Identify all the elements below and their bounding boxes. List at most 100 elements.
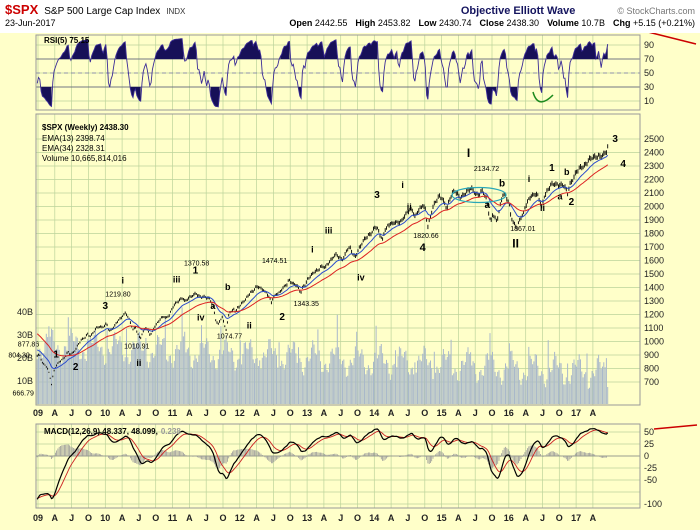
price-bars (36, 144, 609, 386)
svg-text:O: O (152, 513, 159, 523)
rsi-panel (35, 34, 641, 111)
wave-label: 2 (279, 312, 285, 323)
svg-text:J: J (473, 408, 478, 418)
svg-text:A: A (186, 408, 193, 418)
macd-signal-line (37, 429, 608, 499)
price-level-label: 666.79 (13, 391, 35, 398)
svg-text:J: J (204, 408, 209, 418)
wave-label: iii (173, 274, 181, 284)
svg-text:50: 50 (644, 68, 654, 78)
wave-label: 2 (569, 197, 575, 208)
svg-text:800: 800 (644, 364, 659, 374)
svg-text:20B: 20B (17, 353, 33, 363)
ema34-line (36, 164, 609, 357)
svg-text:A: A (522, 513, 529, 523)
svg-text:O: O (354, 408, 361, 418)
quote-line: Open 2442.55 High 2453.82 Low 2430.74 Close… (289, 18, 695, 28)
svg-text:A: A (455, 513, 462, 523)
svg-text:10: 10 (100, 513, 110, 523)
curve-annotation (532, 91, 554, 103)
svg-text:13: 13 (302, 513, 312, 523)
svg-text:O: O (152, 408, 159, 418)
svg-text:2500: 2500 (644, 134, 664, 144)
svg-text:A: A (321, 513, 328, 523)
svg-text:1900: 1900 (644, 215, 664, 225)
macd-panel (35, 423, 641, 509)
wave-label: ii (540, 203, 545, 213)
header-row-1: $SPX S&P 500 Large Cap Index INDX Object… (5, 2, 695, 17)
wave-label: 1 (53, 350, 59, 361)
macd-legend: MACD(12,26,9) 48.337, 48.099, 0.238 (44, 427, 181, 436)
svg-text:J: J (405, 513, 410, 523)
price-level-label: 1370.58 (184, 261, 209, 268)
svg-text:10B: 10B (17, 376, 33, 386)
svg-text:O: O (219, 408, 226, 418)
svg-text:A: A (119, 513, 126, 523)
svg-text:2400: 2400 (644, 147, 664, 157)
svg-text:O: O (85, 513, 92, 523)
wave-label: iv (197, 313, 205, 323)
price-level-label: 1867.01 (510, 226, 535, 233)
copyright: © StockCharts.com (617, 6, 695, 16)
svg-text:O: O (421, 513, 428, 523)
svg-text:17: 17 (571, 513, 581, 523)
svg-text:17: 17 (571, 408, 581, 418)
svg-text:70: 70 (644, 54, 654, 64)
svg-text:15: 15 (437, 408, 447, 418)
svg-text:2300: 2300 (644, 161, 664, 171)
price-panel (35, 113, 641, 406)
macd-legend-hist: 0.238 (161, 427, 182, 436)
svg-text:A: A (186, 513, 193, 523)
svg-text:12: 12 (235, 408, 245, 418)
svg-text:12: 12 (235, 513, 245, 523)
svg-text:O: O (421, 408, 428, 418)
svg-text:A: A (590, 408, 597, 418)
macd-histogram (36, 444, 609, 469)
wave-label: 4 (420, 242, 427, 254)
svg-text:A: A (119, 408, 126, 418)
wave-label: b (564, 167, 570, 177)
svg-text:90: 90 (644, 40, 654, 50)
ticker-symbol: $SPX (5, 2, 39, 17)
wave-label: 2 (73, 362, 79, 373)
chart-background (0, 33, 700, 530)
svg-text:A: A (388, 513, 395, 523)
svg-text:09: 09 (33, 513, 43, 523)
svg-text:50: 50 (644, 427, 654, 437)
volume-legend: Volume 10,665,814,016 (42, 154, 127, 163)
wave-label: I (467, 146, 470, 160)
wave-label: b (499, 179, 505, 190)
chart-date: 23-Jun-2017 (5, 18, 56, 28)
svg-text:30B: 30B (17, 330, 33, 340)
wave-label: 3 (612, 134, 618, 145)
svg-text:A: A (52, 408, 59, 418)
svg-text:J: J (69, 408, 74, 418)
wave-label: i (311, 244, 314, 254)
price-level-label: 1474.51 (262, 258, 287, 265)
svg-text:40B: 40B (17, 307, 33, 317)
ema34-legend: EMA(34) 2328.31 (42, 144, 105, 153)
price-legend-title: $SPX (Weekly) 2438.30 (42, 123, 129, 132)
svg-text:13: 13 (302, 408, 312, 418)
svg-text:O: O (488, 513, 495, 523)
svg-text:1000: 1000 (644, 337, 664, 347)
wave-label: 1 (549, 163, 555, 174)
wave-label: II (512, 237, 519, 251)
wave-label: 4 (620, 159, 626, 170)
svg-text:J: J (338, 513, 343, 523)
svg-text:1200: 1200 (644, 310, 664, 320)
svg-text:J: J (338, 408, 343, 418)
chart-layers: 9070503010250024002300220021002000190018… (0, 29, 700, 530)
svg-text:25: 25 (644, 439, 654, 449)
svg-text:J: J (271, 513, 276, 523)
svg-text:A: A (590, 513, 597, 523)
svg-text:O: O (556, 408, 563, 418)
wave-label: 3 (103, 301, 109, 312)
svg-text:09: 09 (33, 408, 43, 418)
svg-text:A: A (388, 408, 395, 418)
svg-text:O: O (219, 513, 226, 523)
svg-text:J: J (136, 513, 141, 523)
svg-text:J: J (136, 408, 141, 418)
wave-label: a (485, 200, 491, 211)
